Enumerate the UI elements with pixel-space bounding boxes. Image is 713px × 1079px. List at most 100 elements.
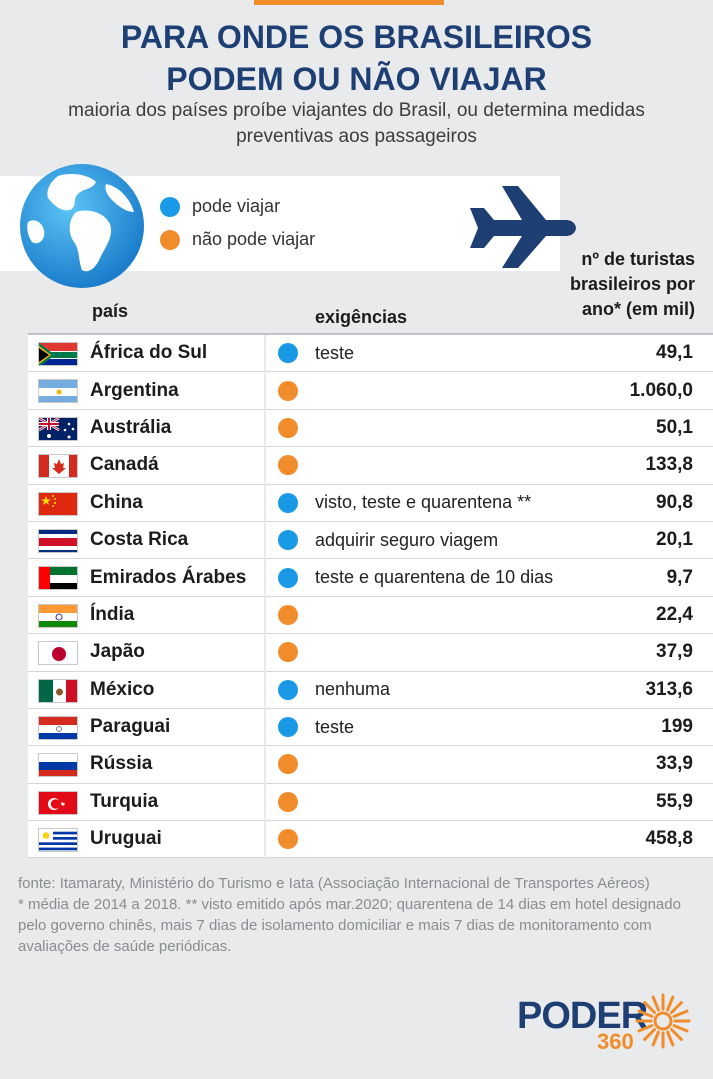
notes: fonte: Itamaraty, Ministério do Turismo …	[18, 873, 698, 957]
header-tourists-line-3: ano* (em mil)	[581, 299, 695, 319]
globe-icon	[20, 164, 144, 288]
table-row: Turquia 55,9	[28, 783, 713, 822]
status-dot-cannot-icon	[278, 455, 298, 476]
tourists-value: 90,8	[656, 491, 693, 513]
status-dot-cannot-icon	[278, 380, 298, 401]
status-dot-cannot-icon	[278, 604, 298, 625]
logo-number: 360	[597, 1029, 634, 1054]
table-row: África do Sul teste 49,1	[28, 335, 713, 373]
requirement: adquirir seguro viagem	[315, 529, 499, 550]
header-country: país	[92, 301, 129, 321]
tourists-value: 50,1	[656, 416, 693, 438]
country-name: China	[90, 491, 143, 513]
country-name: Argentina	[90, 379, 179, 401]
legend-dot-blue-icon	[160, 196, 180, 217]
legend-cannot-label: não pode viajar	[192, 229, 316, 249]
status-dot-can-icon	[278, 530, 298, 551]
status-dot-cannot-icon	[278, 754, 298, 775]
requirement: teste	[315, 716, 355, 737]
countries-table: África do Sul teste 49,1 Argentina 1.060,0 Au…	[28, 335, 713, 859]
flag-cn-icon	[38, 491, 78, 516]
table-row: Rússia 33,9	[28, 746, 713, 784]
flag-ru-icon	[38, 753, 78, 778]
legend-can-label: pode viajar	[192, 196, 281, 216]
flag-tr-icon	[38, 790, 78, 815]
status-dot-can-icon	[278, 492, 298, 513]
country-name: Japão	[90, 641, 145, 663]
country-name: África do Sul	[90, 342, 208, 364]
airplane-icon	[470, 186, 576, 268]
legend-can-travel: pode viajar	[160, 196, 280, 217]
status-dot-cannot-icon	[278, 642, 298, 663]
table-row: Canadá 133,8	[28, 447, 713, 485]
header-requirements: exigências	[315, 307, 408, 327]
legend-dot-orange-icon	[160, 229, 180, 250]
poder360-logo: PODER 360	[517, 993, 697, 1055]
table-row: México nenhuma 313,6	[28, 671, 713, 709]
tourists-value: 20,1	[656, 529, 693, 551]
country-name: Austrália	[90, 416, 172, 438]
logo-name: PODER	[517, 995, 648, 1037]
status-dot-can-icon	[278, 567, 298, 588]
status-dot-can-icon	[278, 343, 298, 364]
footnote: * média de 2014 a 2018. ** visto emitido…	[18, 896, 681, 955]
tourists-value: 37,9	[656, 641, 693, 663]
country-name: Paraguai	[90, 716, 171, 738]
flag-mx-icon	[38, 678, 78, 703]
subtitle-line-1: maioria dos países proíbe viajantes do B…	[68, 100, 645, 121]
country-name: Canadá	[90, 454, 159, 476]
page-title: PARA ONDE OS BRASILEIROS PODEM OU NÃO VI…	[0, 16, 713, 100]
tourists-value: 1.060,0	[629, 379, 693, 401]
flag-py-icon	[38, 715, 78, 740]
tourists-value: 458,8	[645, 828, 693, 850]
flag-jp-icon	[38, 641, 78, 666]
flag-ae-icon	[38, 566, 78, 591]
source-note: fonte: Itamaraty, Ministério do Turismo …	[18, 875, 650, 892]
sun-icon	[635, 993, 691, 1049]
status-dot-cannot-icon	[278, 791, 298, 812]
tourists-value: 33,9	[656, 753, 693, 775]
table-row: Emirados Árabes teste e quarentena de 10 …	[28, 559, 713, 597]
flag-ca-icon	[38, 454, 78, 479]
country-name: Uruguai	[90, 828, 162, 850]
status-dot-can-icon	[278, 679, 298, 700]
header-divider	[28, 333, 713, 335]
flag-za-icon	[38, 342, 78, 366]
table-row: Argentina 1.060,0	[28, 372, 713, 410]
country-name: Emirados Árabes	[90, 566, 247, 588]
requirement: teste	[315, 342, 355, 363]
table-row: Japão 37,9	[28, 634, 713, 672]
tourists-value: 133,8	[645, 454, 693, 476]
subtitle-line-2: preventivas aos passageiros	[236, 126, 477, 147]
flag-in-icon	[38, 603, 78, 628]
tourists-value: 22,4	[656, 603, 693, 625]
table-row: Uruguai 458,8	[28, 821, 713, 859]
tourists-value: 49,1	[656, 342, 693, 364]
country-name: Turquia	[90, 790, 159, 812]
title-line-1: PARA ONDE OS BRASILEIROS	[120, 19, 593, 55]
flag-uy-icon	[38, 828, 78, 853]
requirement: visto, teste e quarentena **	[315, 492, 532, 513]
table-row: Costa Rica adquirir seguro viagem 20,1	[28, 521, 713, 560]
country-name: México	[90, 678, 155, 700]
title-line-2: PODEM OU NÃO VIAJAR	[166, 61, 547, 97]
requirement: teste e quarentena de 10 dias	[315, 567, 554, 588]
country-name: Costa Rica	[90, 529, 189, 551]
header-tourists-line-1: nº de turistas	[581, 249, 695, 269]
status-dot-cannot-icon	[278, 417, 298, 438]
top-accent-bar	[254, 0, 444, 5]
flag-ar-icon	[38, 379, 78, 404]
page-subtitle: maioria dos países proíbe viajantes do B…	[0, 98, 713, 150]
tourists-value: 9,7	[666, 566, 693, 588]
country-name: Índia	[90, 603, 135, 625]
column-separator	[264, 335, 266, 859]
tourists-value: 199	[661, 716, 693, 738]
flag-cr-icon	[38, 528, 78, 553]
country-name: Rússia	[90, 753, 153, 775]
table-row: China visto, teste e quarentena ** 90,8	[28, 484, 713, 522]
header-tourists: nº de turistas brasileiros por ano* (em …	[505, 247, 695, 322]
table-row: Índia 22,4	[28, 596, 713, 635]
flag-au-icon	[38, 416, 78, 441]
status-dot-can-icon	[278, 717, 298, 738]
table-row: Paraguai teste 199	[28, 708, 713, 747]
